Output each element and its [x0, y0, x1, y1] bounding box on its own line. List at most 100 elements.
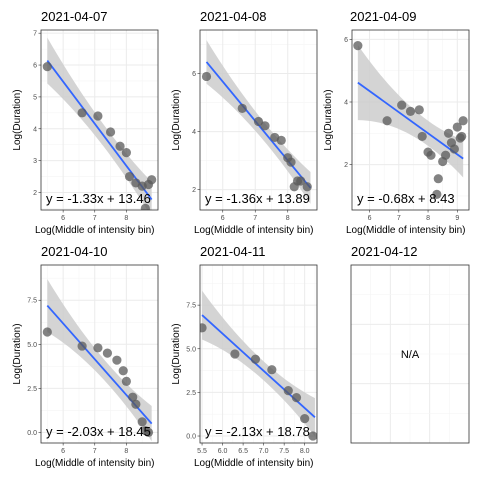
x-tick-label: 6 — [221, 215, 225, 222]
y-tick-label: 2 — [33, 190, 37, 197]
x-tick-label: 7 — [93, 448, 97, 455]
data-point — [237, 103, 247, 113]
facet-panel: 2021-04-12 N/A — [350, 244, 470, 444]
x-tick-label: 6 — [61, 215, 65, 222]
data-point — [253, 116, 264, 127]
x-tick-label: 8 — [124, 448, 128, 455]
data-point — [276, 135, 286, 145]
confidence-band — [47, 279, 152, 442]
data-point — [432, 189, 442, 199]
data-point — [77, 108, 87, 118]
y-tick-label: 2.5 — [186, 390, 196, 397]
data-point — [414, 105, 424, 115]
y-tick-label: 7 — [33, 31, 37, 38]
data-point — [118, 366, 128, 376]
x-tick-label: 7 — [93, 215, 97, 222]
facet-panel: 2021-04-08 6 7 8 2 4 6 Log(Middle of intensity … — [171, 9, 318, 236]
x-tick-label: 7 — [253, 215, 257, 222]
y-tick-label: 0.0 — [27, 430, 37, 437]
facet-title: 2021-04-11 — [200, 244, 266, 259]
data-point — [112, 355, 122, 365]
facet-panel: 2021-04-07 6 7 8 2 3 4 5 6 7 Log(Middle of intensi… — [12, 9, 159, 236]
x-axis-label: Log(Middle of intensity bin) — [35, 458, 155, 469]
y-tick-label: 7.5 — [27, 298, 37, 305]
facet-title: 2021-04-12 — [351, 244, 418, 259]
y-tick-label: 2.5 — [27, 386, 37, 393]
data-point — [102, 348, 113, 358]
plot-area — [201, 40, 312, 204]
facet-title: 2021-04-08 — [200, 9, 267, 24]
panel-border — [40, 29, 159, 211]
y-tick-label: 5.0 — [186, 346, 196, 353]
grid — [351, 265, 469, 443]
regression-equation: y = -2.13x + 18.78 — [205, 424, 310, 439]
confidence-band — [202, 290, 315, 437]
data-point — [147, 175, 157, 185]
data-point — [382, 116, 392, 126]
y-tick-label: 6 — [344, 37, 348, 44]
data-point — [308, 431, 317, 441]
data-point — [42, 62, 52, 72]
regression-equation: y = -2.03x + 18.45 — [46, 424, 151, 439]
y-tick-label: 2 — [344, 162, 348, 169]
data-point — [296, 176, 306, 186]
data-point — [397, 100, 407, 110]
x-tick-label: 6 — [61, 448, 65, 455]
x-axis-label: Log(Middle of intensity bin) — [35, 225, 155, 236]
data-point — [405, 106, 416, 116]
data-point — [449, 144, 459, 154]
regression-line — [46, 60, 153, 201]
y-tick-label: 6 — [33, 63, 37, 70]
y-tick-label: 5.0 — [27, 342, 37, 349]
y-axis-label: Log(Duration) — [323, 89, 334, 150]
x-tick-label: 8 — [426, 215, 430, 222]
panel-border — [40, 264, 159, 444]
facet-panel: 2021-04-10 6 7 8 0.0 2.5 5.0 7.5 Log(Middle of i… — [12, 244, 159, 469]
data-point — [300, 413, 310, 424]
data-point — [115, 141, 125, 151]
y-tick-label: 3 — [33, 158, 37, 165]
data-point — [417, 131, 427, 142]
y-tick-label: 7.5 — [186, 303, 196, 310]
data-point — [93, 343, 103, 353]
data-point — [426, 150, 436, 160]
data-point — [200, 323, 207, 333]
data-point — [121, 148, 131, 158]
regression-equation: y = -0.68x + 8.43 — [357, 191, 455, 206]
x-tick-label: 6.0 — [218, 448, 228, 455]
regression-equation: y = -1.33x + 13.46 — [46, 191, 151, 206]
x-axis-label: Log(Middle of intensity bin) — [194, 225, 314, 236]
facet-title: 2021-04-09 — [350, 9, 417, 24]
data-point — [353, 41, 363, 51]
x-tick-label: 7.5 — [279, 448, 289, 455]
y-axis-label: Log(Duration) — [171, 323, 182, 384]
facet-panel: 2021-04-11 5.5 6.0 6.5 7.0 7.5 8.0 0.0 2.5 5.0 7.5… — [171, 244, 318, 469]
data-point — [283, 386, 293, 396]
data-point — [458, 116, 468, 126]
panel-border — [351, 29, 470, 211]
y-tick-label: 4 — [33, 126, 37, 133]
regression-line — [357, 81, 464, 160]
y-tick-label: 5 — [33, 94, 37, 101]
x-tick-label: 8 — [286, 215, 290, 222]
data-point — [140, 203, 150, 210]
confidence-band — [47, 37, 152, 210]
data-point — [124, 171, 135, 182]
y-axis-label: Log(Duration) — [12, 89, 23, 150]
facet-title: 2021-04-07 — [41, 9, 108, 24]
data-point — [250, 354, 261, 364]
na-message: N/A — [401, 349, 420, 361]
data-point — [230, 349, 240, 359]
x-axis-label: Log(Middle of intensity bin) — [194, 458, 314, 469]
data-point — [457, 131, 467, 142]
data-point — [291, 393, 302, 403]
y-tick-label: 0.0 — [186, 434, 196, 441]
y-axis-label: Log(Duration) — [171, 89, 182, 150]
panel-border — [350, 264, 470, 444]
data-point — [302, 182, 312, 192]
regression-equation: y = -1.36x + 13.89 — [205, 191, 310, 206]
x-tick-label: 8.0 — [300, 448, 310, 455]
data-point — [128, 392, 138, 402]
x-tick-label: 8 — [124, 215, 128, 222]
data-point — [131, 399, 141, 409]
